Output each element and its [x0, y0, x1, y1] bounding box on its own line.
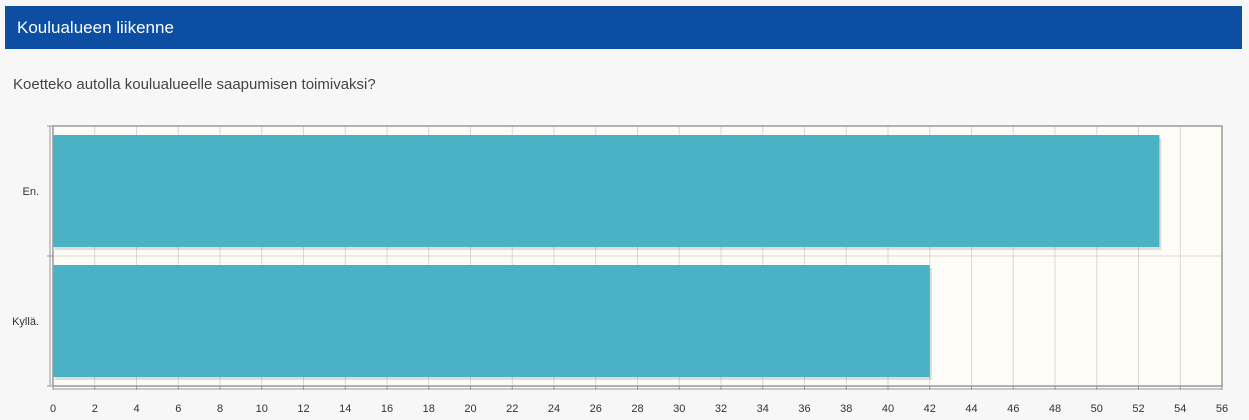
x-tick-label: 8 [217, 403, 223, 415]
x-tick-label: 32 [715, 403, 727, 415]
x-tick-label: 30 [673, 403, 685, 415]
x-tick-label: 24 [548, 403, 560, 415]
bar [53, 135, 1160, 247]
x-tick-label: 46 [1007, 403, 1019, 415]
section-title: Koulualueen liikenne [17, 18, 174, 37]
y-category-label: En. [22, 186, 39, 198]
x-tick-label: 16 [381, 403, 393, 415]
x-tick-label: 48 [1049, 403, 1061, 415]
x-tick-label: 12 [297, 403, 309, 415]
x-tick-label: 26 [590, 403, 602, 415]
y-category-label: Kyllä. [12, 316, 39, 328]
bar [53, 265, 930, 377]
x-tick-label: 50 [1091, 403, 1103, 415]
section-header: Koulualueen liikenne [5, 6, 1242, 49]
x-tick-label: 56 [1216, 403, 1228, 415]
x-tick-label: 44 [965, 403, 977, 415]
x-tick-label: 34 [757, 403, 769, 415]
x-tick-label: 4 [133, 403, 139, 415]
x-tick-label: 6 [175, 403, 181, 415]
x-tick-label: 54 [1174, 403, 1186, 415]
x-tick-label: 38 [840, 403, 852, 415]
x-tick-label: 28 [631, 403, 643, 415]
question-text: Koetteko autolla koulualueelle saapumise… [13, 76, 376, 93]
x-tick-label: 36 [798, 403, 810, 415]
x-tick-label: 0 [50, 403, 56, 415]
x-tick-label: 40 [882, 403, 894, 415]
x-tick-label: 14 [339, 403, 351, 415]
x-tick-label: 22 [506, 403, 518, 415]
plot-border [52, 125, 1223, 387]
x-tick-label: 42 [924, 403, 936, 415]
x-tick-label: 2 [92, 403, 98, 415]
x-tick-label: 52 [1132, 403, 1144, 415]
x-tick-label: 20 [464, 403, 476, 415]
x-tick-label: 18 [423, 403, 435, 415]
x-tick-label: 10 [256, 403, 268, 415]
